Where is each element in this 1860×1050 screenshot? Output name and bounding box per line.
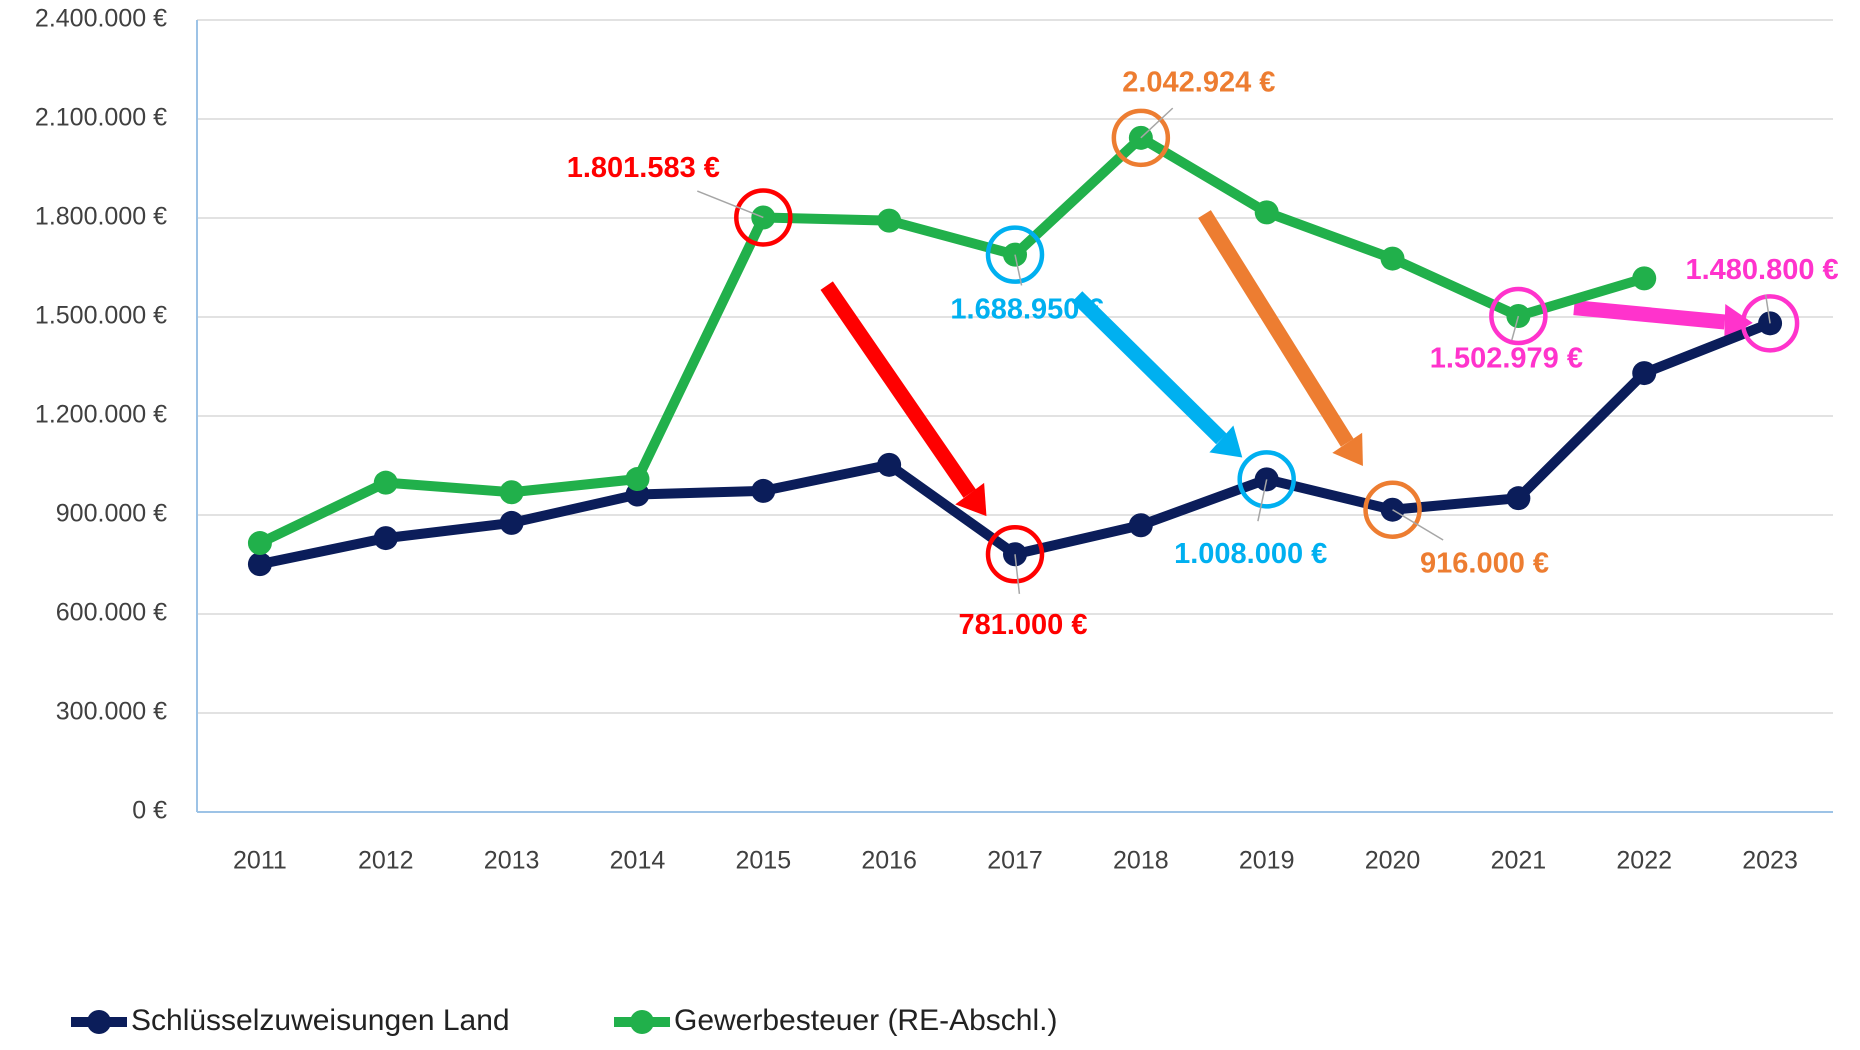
legend-label: Gewerbesteuer (RE-Abschl.) (674, 1004, 1057, 1037)
highlight-circle (734, 188, 793, 247)
y-tick-label: 0 € (132, 797, 167, 825)
highlight-circle (985, 525, 1045, 584)
highlight-circle (1363, 480, 1422, 539)
marker (625, 467, 650, 492)
marker (499, 480, 524, 505)
y-tick-label: 2.100.000 € (35, 104, 167, 132)
legend-marker (630, 1010, 654, 1034)
marker (1632, 266, 1657, 291)
arrow-head (1724, 304, 1753, 341)
arrow-shaft (820, 281, 976, 498)
marker (247, 552, 272, 577)
highlight-circle (1237, 450, 1296, 509)
data-label: 916.000 € (1420, 547, 1549, 579)
x-tick-label: 2011 (233, 847, 287, 875)
series-line (257, 132, 1646, 548)
leader-line (1392, 509, 1444, 541)
highlight-circle (985, 225, 1045, 284)
x-tick-label: 2012 (358, 847, 414, 875)
data-label: 1.801.583 € (567, 152, 720, 184)
leader-line (1140, 107, 1174, 139)
leader-line (697, 190, 764, 219)
arrow-head (1332, 432, 1363, 466)
data-label: 1.480.800 € (1685, 254, 1838, 286)
marker (247, 531, 272, 556)
y-tick-label: 2.400.000 € (35, 5, 167, 33)
data-label: 781.000 € (958, 609, 1087, 641)
marker (1254, 200, 1279, 225)
y-tick-label: 1.200.000 € (35, 401, 167, 429)
y-tick-label: 1.800.000 € (35, 203, 167, 231)
arrow-head (1209, 425, 1243, 458)
x-tick-label: 2020 (1365, 847, 1421, 875)
x-tick-label: 2015 (735, 847, 791, 875)
x-tick-label: 2021 (1491, 847, 1547, 875)
arrow-head (955, 482, 987, 517)
x-tick-label: 2023 (1742, 847, 1798, 875)
arrow-shaft (1071, 291, 1227, 445)
x-tick-label: 2014 (610, 847, 666, 875)
data-label: 1.008.000 € (1174, 538, 1327, 570)
x-tick-label: 2017 (987, 847, 1043, 875)
marker (1380, 497, 1405, 522)
marker (751, 478, 776, 503)
leader-line (1257, 479, 1268, 522)
marker (1128, 513, 1153, 538)
highlight-circle (1740, 294, 1800, 353)
marker (877, 452, 902, 477)
arrow-shaft (1198, 210, 1354, 447)
x-tick-label: 2022 (1616, 847, 1672, 875)
leader-line (1014, 254, 1023, 286)
arrow-shaft (1573, 300, 1726, 330)
data-label: 1.688.950 € (950, 293, 1103, 325)
leader-line (1511, 315, 1520, 341)
marker (499, 510, 524, 535)
x-tick-label: 2016 (861, 847, 917, 875)
marker (1003, 242, 1027, 267)
marker (373, 470, 398, 495)
marker (1506, 486, 1531, 511)
marker (373, 526, 398, 551)
data-label: 2.042.924 € (1122, 66, 1275, 98)
legend-label: Schlüsselzuweisungen Land (131, 1004, 510, 1037)
leader-line (1014, 554, 1021, 594)
data-label: 1.502.979 € (1430, 343, 1583, 375)
highlight-circle (1489, 286, 1548, 346)
x-tick-label: 2018 (1113, 847, 1169, 875)
y-tick-label: 300.000 € (56, 698, 167, 726)
y-tick-label: 1.500.000 € (35, 302, 167, 330)
marker (1632, 361, 1657, 386)
leader-line (1764, 294, 1771, 324)
x-tick-label: 2013 (484, 847, 540, 875)
legend-marker (87, 1010, 111, 1034)
y-tick-label: 600.000 € (56, 599, 167, 627)
y-tick-label: 900.000 € (56, 500, 167, 528)
highlight-circle (1111, 108, 1171, 168)
marker (1380, 246, 1405, 271)
marker (877, 208, 902, 233)
x-tick-label: 2019 (1239, 847, 1295, 875)
